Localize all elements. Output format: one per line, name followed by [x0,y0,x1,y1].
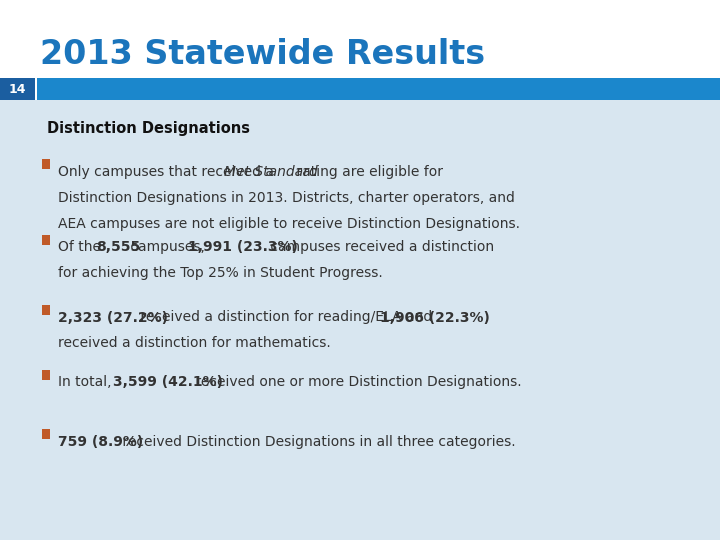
Text: for achieving the Top 25% in Student Progress.: for achieving the Top 25% in Student Pro… [58,266,382,280]
FancyBboxPatch shape [42,235,50,245]
Text: 2,323 (27.2%): 2,323 (27.2%) [58,310,168,325]
Text: 2013 Statewide Results: 2013 Statewide Results [40,38,485,71]
Text: Distinction Designations: Distinction Designations [47,122,250,137]
Text: 3,599 (42.1%): 3,599 (42.1%) [113,375,223,389]
Bar [0,78,35,100]
Text: received a distinction for mathematics.: received a distinction for mathematics. [58,336,330,350]
Text: Distinction Designations in 2013. Districts, charter operators, and: Distinction Designations in 2013. Distri… [58,191,515,205]
Text: Of the: Of the [58,240,105,254]
Text: Met Standard: Met Standard [224,165,318,179]
Text: received Distinction Designations in all three categories.: received Distinction Designations in all… [117,435,516,449]
Text: rating are eligible for: rating are eligible for [292,165,443,179]
Text: AEA campuses are not eligible to receive Distinction Designations.: AEA campuses are not eligible to receive… [58,217,520,231]
Text: campuses received a distinction: campuses received a distinction [266,240,494,254]
Bar [0,78,720,100]
Text: 8,555: 8,555 [96,240,140,254]
FancyBboxPatch shape [42,370,50,380]
Text: received a distinction for reading/ELA and: received a distinction for reading/ELA a… [135,310,436,325]
Bar [35,78,37,100]
Text: received one or more Distinction Designations.: received one or more Distinction Designa… [191,375,522,389]
Text: In total,: In total, [58,375,115,389]
Text: campuses,: campuses, [127,240,210,254]
FancyBboxPatch shape [42,305,50,315]
FancyBboxPatch shape [42,159,50,169]
Text: Only campuses that received a: Only campuses that received a [58,165,278,179]
FancyBboxPatch shape [42,429,50,439]
Text: 14: 14 [9,83,26,96]
Text: 759 (8.9%): 759 (8.9%) [58,435,143,449]
Text: 1,906 (22.3%): 1,906 (22.3%) [380,310,490,325]
Bar [0,78,720,540]
Text: 1,991 (23.3%): 1,991 (23.3%) [187,240,297,254]
Bar [0,0,720,78]
